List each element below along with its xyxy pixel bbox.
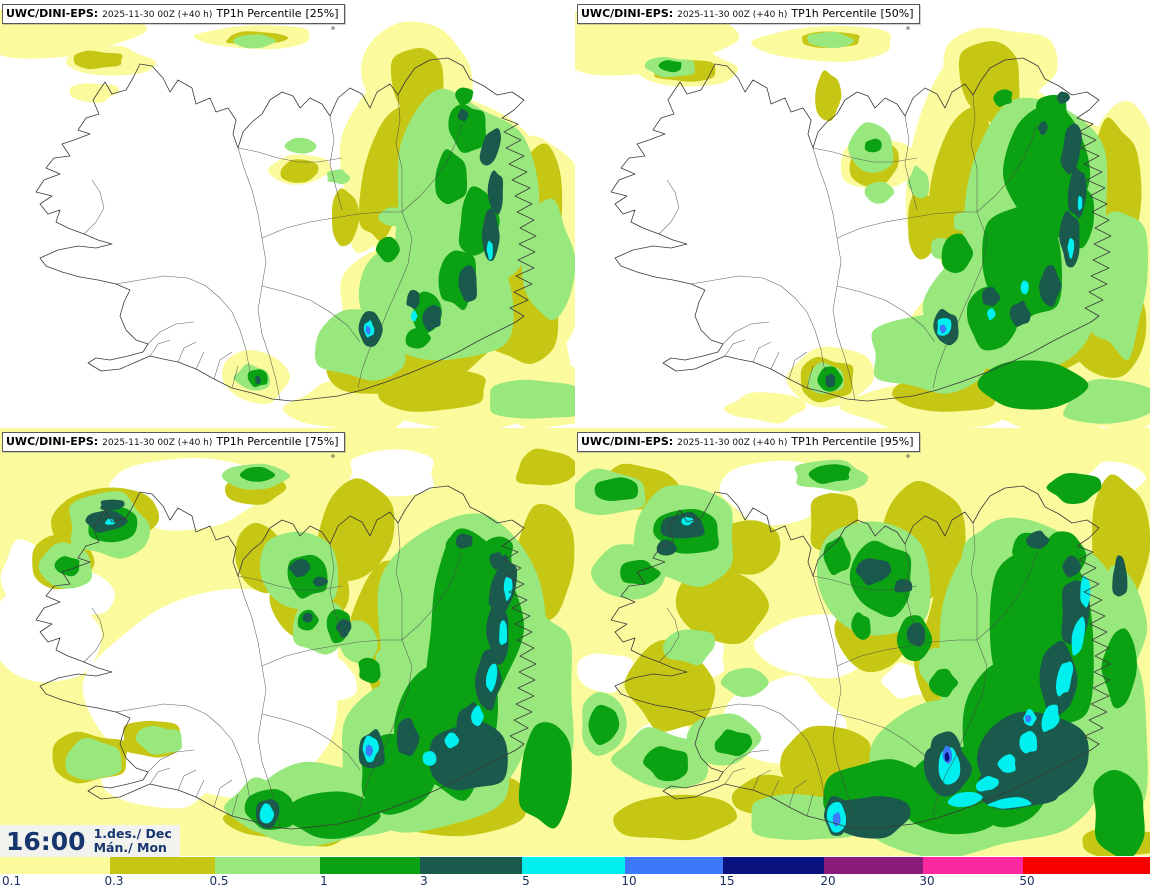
panel-title-p95: UWC/DINI-EPS: 2025-11-30 00Z (+40 h) TP1… bbox=[577, 432, 920, 452]
percentile-value: [95%] bbox=[880, 435, 914, 448]
colorbar-segment bbox=[625, 857, 723, 874]
colorbar-segment bbox=[824, 857, 923, 874]
iceland-precip-map-p95 bbox=[575, 428, 1150, 856]
map-panel-p75: UWC/DINI-EPS: 2025-11-30 00Z (+40 h) TP1… bbox=[0, 428, 575, 856]
colorbar-tick-label: 0.1 bbox=[2, 874, 22, 888]
iceland-precip-map-p75 bbox=[0, 428, 575, 856]
colorbar-tick-label: 10 bbox=[621, 874, 637, 888]
colorbar-segment bbox=[0, 857, 110, 874]
colorbar-segment bbox=[923, 857, 1023, 874]
percentile-value: [25%] bbox=[305, 7, 339, 20]
panel-grid: UWC/DINI-EPS: 2025-11-30 00Z (+40 h) TP1… bbox=[0, 0, 1150, 856]
run-datetime: 2025-11-30 00Z (+40 h) bbox=[677, 438, 788, 448]
run-datetime: 2025-11-30 00Z (+40 h) bbox=[102, 10, 213, 20]
precip-colorbar bbox=[0, 857, 1150, 874]
variable-label: TP1h Percentile [25%] bbox=[216, 7, 338, 20]
variable-label: TP1h Percentile [50%] bbox=[791, 7, 913, 20]
variable-name: TP1h Percentile bbox=[791, 7, 877, 20]
iceland-precip-map-p25 bbox=[0, 0, 575, 428]
colorbar-segment bbox=[420, 857, 522, 874]
colorbar-tick-label: 3 bbox=[420, 874, 428, 888]
colorbar-tick-label: 30 bbox=[919, 874, 935, 888]
variable-label: TP1h Percentile [95%] bbox=[791, 435, 913, 448]
colorbar-tick-label: 5 bbox=[522, 874, 530, 888]
model-name: UWC/DINI-EPS: bbox=[581, 435, 674, 448]
colorbar-segment bbox=[522, 857, 625, 874]
percentile-value: [50%] bbox=[880, 7, 914, 20]
variable-name: TP1h Percentile bbox=[791, 435, 877, 448]
colorbar-tick-label: 50 bbox=[1019, 874, 1035, 888]
valid-time-clock: 16:00 bbox=[6, 826, 86, 856]
colorbar-segment bbox=[110, 857, 215, 874]
valid-date-line2: Mán./ Mon bbox=[93, 840, 167, 855]
colorbar-tick-label: 20 bbox=[820, 874, 836, 888]
model-name: UWC/DINI-EPS: bbox=[6, 435, 99, 448]
valid-date: 1.des./ Dec Mán./ Mon bbox=[94, 827, 172, 855]
panel-title-p75: UWC/DINI-EPS: 2025-11-30 00Z (+40 h) TP1… bbox=[2, 432, 345, 452]
valid-time-box: 16:00 1.des./ Dec Mán./ Mon bbox=[0, 825, 180, 857]
model-name: UWC/DINI-EPS: bbox=[6, 7, 99, 20]
colorbar-tick-label: 0.3 bbox=[104, 874, 124, 888]
colorbar-tick-label: 15 bbox=[719, 874, 735, 888]
colorbar-segment bbox=[215, 857, 320, 874]
colorbar-tick-label: 1 bbox=[320, 874, 328, 888]
colorbar-segment bbox=[1023, 857, 1150, 874]
variable-label: TP1h Percentile [75%] bbox=[216, 435, 338, 448]
map-panel-p50: UWC/DINI-EPS: 2025-11-30 00Z (+40 h) TP1… bbox=[575, 0, 1150, 428]
percentile-value: [75%] bbox=[305, 435, 339, 448]
valid-date-line1: 1.des./ Dec bbox=[93, 826, 172, 841]
run-datetime: 2025-11-30 00Z (+40 h) bbox=[677, 10, 788, 20]
colorbar-tick-label: 0.5 bbox=[209, 874, 229, 888]
map-panel-p95: UWC/DINI-EPS: 2025-11-30 00Z (+40 h) TP1… bbox=[575, 428, 1150, 856]
variable-name: TP1h Percentile bbox=[216, 435, 302, 448]
precip-scale: 0.1 0.3 0.5 1 3 5 10 15 20 30 50 bbox=[0, 856, 1150, 891]
colorbar-segment bbox=[723, 857, 824, 874]
panel-title-p25: UWC/DINI-EPS: 2025-11-30 00Z (+40 h) TP1… bbox=[2, 4, 345, 24]
iceland-precip-map-p50 bbox=[575, 0, 1150, 428]
run-datetime: 2025-11-30 00Z (+40 h) bbox=[102, 438, 213, 448]
map-panel-p25: UWC/DINI-EPS: 2025-11-30 00Z (+40 h) TP1… bbox=[0, 0, 575, 428]
model-name: UWC/DINI-EPS: bbox=[581, 7, 674, 20]
variable-name: TP1h Percentile bbox=[216, 7, 302, 20]
panel-title-p50: UWC/DINI-EPS: 2025-11-30 00Z (+40 h) TP1… bbox=[577, 4, 920, 24]
precip-colorbar-labels: 0.1 0.3 0.5 1 3 5 10 15 20 30 50 bbox=[0, 874, 1150, 891]
colorbar-segment bbox=[320, 857, 420, 874]
